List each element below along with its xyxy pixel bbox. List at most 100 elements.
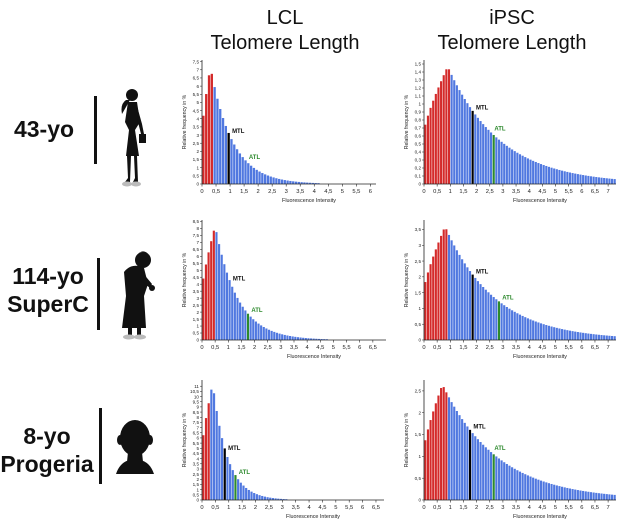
histogram-bar [455, 250, 458, 340]
x-tick-label: 1 [449, 505, 452, 511]
histogram-bar [252, 319, 255, 340]
histogram-bar [595, 334, 598, 340]
atl-annotation: ATL [239, 470, 251, 476]
histogram-bar [508, 308, 511, 340]
histogram-bar [437, 242, 440, 340]
histogram-bar [210, 73, 213, 184]
histogram-bar [584, 491, 587, 500]
histogram-bar [213, 87, 216, 184]
histogram-bar [246, 313, 250, 340]
histogram-bar [603, 177, 606, 184]
histogram-bar [236, 297, 239, 340]
histogram-bar [513, 151, 516, 184]
histogram-bar [610, 494, 614, 500]
y-tick-label: 8,5 [193, 219, 200, 224]
histogram-bar [432, 100, 435, 184]
y-tick-label: 2 [418, 410, 421, 415]
y-tick-label: 0,5 [193, 331, 200, 336]
y-tick-label: 0,4 [415, 150, 422, 155]
y-tick-label: 4,5 [193, 275, 200, 280]
y-tick-label: 1,5 [415, 432, 422, 437]
histogram-bar [516, 470, 519, 500]
histogram-bar [484, 289, 487, 340]
histogram-bar [210, 241, 213, 340]
histogram-bar [476, 439, 479, 500]
y-tick-label: 1,5 [415, 290, 422, 295]
histogram-bar [434, 403, 437, 500]
histogram-bar [468, 271, 472, 340]
y-tick-label: 1,4 [415, 70, 422, 75]
histogram-bar [482, 124, 485, 184]
histogram-bar [277, 498, 280, 500]
x-tick-label: 4 [306, 345, 310, 351]
histogram-bar [561, 170, 564, 184]
histogram-lcl-43yo: 0 0,5 1 1,5 2 2,5 3 3,5 4 4,5 5 5,5 6 0 0,5 1 1,5 2 2,5 3 3,… [182, 59, 376, 204]
x-tick-label: 2,5 [264, 345, 272, 351]
histogram-bar [492, 454, 495, 500]
y-tick-label: 2,5 [193, 303, 200, 308]
histogram-bar [263, 496, 266, 500]
histogram-bar [314, 183, 317, 184]
x-tick-label: 2,5 [486, 345, 494, 351]
row-label-8yo-line1: 8-yo [23, 423, 71, 449]
histogram-bar [568, 330, 572, 340]
x-tick-label: 4,5 [316, 345, 324, 351]
histogram-bar [521, 472, 524, 500]
x-tick-label: 5,5 [352, 189, 360, 195]
column-title-ipsc: iPSC Telomere Length [412, 6, 612, 56]
x-tick-label: 4,5 [538, 505, 546, 511]
histogram-bar [566, 330, 569, 340]
histogram-bar [445, 392, 448, 500]
mtl-annotation: MTL [476, 269, 489, 275]
y-tick-label: 1,2 [415, 86, 422, 91]
histogram-bar [539, 480, 543, 500]
histogram-bar [592, 492, 595, 500]
x-tick-label: 5 [332, 345, 335, 351]
histogram-bar [432, 256, 435, 340]
histogram-bar [505, 145, 508, 184]
histogram-bar [521, 315, 524, 340]
x-tick-label: 1,5 [237, 345, 245, 351]
histogram-bar [450, 240, 453, 340]
histogram-bar [566, 171, 569, 184]
histogram-bar [455, 411, 458, 500]
histogram-bar [254, 321, 257, 340]
x-tick-label: 4 [528, 345, 532, 351]
x-tick-label: 1,5 [459, 189, 467, 195]
histogram-bar [468, 429, 472, 500]
atl-annotation: ATL [502, 295, 514, 301]
histogram-bar [310, 338, 313, 340]
x-tick-label: 0 [422, 345, 425, 351]
y-tick-label: 7,5 [193, 233, 200, 238]
histogram-bar [299, 337, 302, 340]
histogram-bar [579, 490, 582, 500]
y-tick-label: 1,1 [415, 94, 422, 99]
histogram-bar [294, 336, 297, 340]
histogram-bar [275, 178, 278, 184]
histogram-bar [204, 418, 208, 500]
histogram-bar [463, 263, 466, 340]
histogram-bar [424, 124, 427, 184]
histogram-bar [242, 485, 245, 500]
histogram-bar [227, 132, 230, 184]
histogram-bar [278, 333, 281, 340]
histogram-bar [283, 334, 286, 340]
histogram-bar [265, 328, 268, 340]
histogram-bar [613, 494, 616, 500]
y-axis-label: Relative frequency in % [404, 412, 410, 467]
y-tick-label: 1,3 [415, 78, 422, 83]
row-label-8yo-line2: Progeria [0, 451, 94, 477]
histogram-bar [584, 333, 587, 340]
histogram-ipsc-8yo: 0 0,5 1 1,5 2 2,5 3 3,5 4 4,5 5 5,5 6 6,5 7 0 0,5 1 1,5 2 2,… [404, 380, 616, 520]
y-tick-label: 0,9 [415, 110, 422, 115]
y-tick-label: 0,5 [193, 493, 200, 498]
histogram-bar [600, 335, 603, 340]
histogram-bar [597, 334, 600, 340]
x-tick-label: 0,5 [212, 189, 220, 195]
y-tick-label: 8 [196, 226, 199, 231]
histogram-bar [249, 165, 253, 184]
histogram-bar [440, 235, 443, 340]
histogram-bar [518, 154, 522, 184]
histogram-bar [442, 75, 445, 184]
histogram-bar [476, 117, 479, 184]
